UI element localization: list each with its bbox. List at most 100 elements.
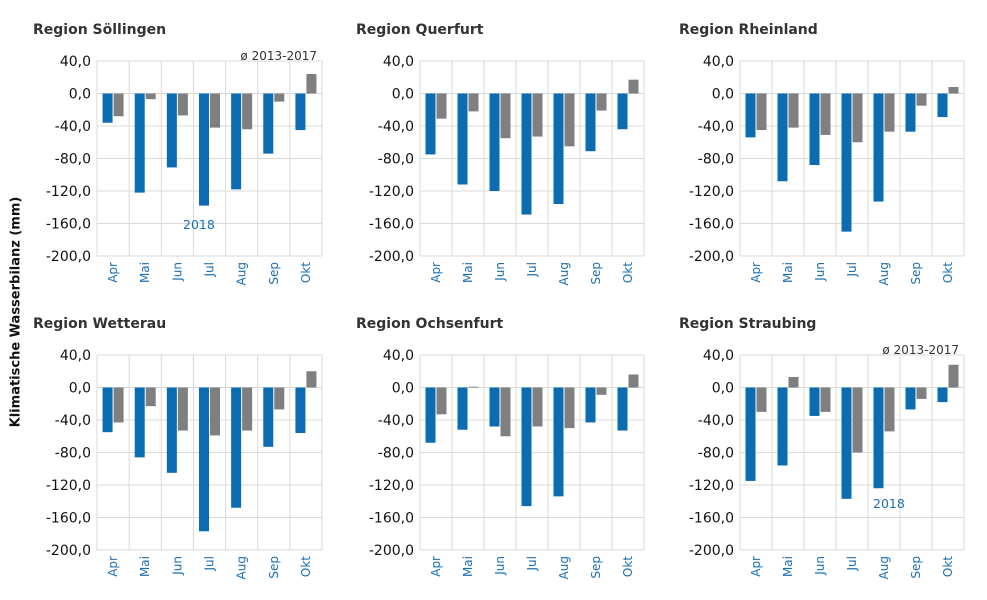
legend-note-2018: 2018 [183,217,215,232]
bar-avg-jul [532,387,543,427]
x-tick-label: Jun [813,556,827,576]
y-tick-label: 0,0 [712,381,734,397]
y-tick-label: 40,0 [703,54,734,70]
bar-avg-mai [468,93,479,112]
bar-2018-jun [809,387,820,416]
x-tick-label: Aug [235,262,249,285]
bar-2018-jun [166,387,177,473]
bar-avg-mai [788,93,799,128]
y-tick-label: -160,0 [46,511,91,527]
bar-avg-aug [884,93,895,132]
x-tick-label: Jun [170,556,184,576]
x-tick-label: Mai [781,556,795,577]
bar-2018-apr [745,387,756,481]
bar-avg-aug [564,387,575,429]
x-tick-label: Sep [589,262,603,285]
bar-2018-mai [457,387,468,430]
x-tick-label: Apr [429,262,443,283]
x-tick-label: Okt [621,262,635,283]
x-tick-label: Sep [267,556,281,579]
chart-panel-4: Region Wetterau 40,0 0,0 -40,0 -80,0 -120,0 -1… [33,316,323,579]
bar-2018-okt [937,93,948,118]
chart-panel-5: Region Ochsenfurt 40,0 0,0 -40,0 -80,0 -120,0… [356,316,645,579]
chart-title: Region Straubing [679,316,816,332]
x-tick-label: Apr [429,556,443,577]
y-tick-label: -40,0 [55,413,91,429]
y-tick-label: 0,0 [392,381,414,397]
bar-avg-jul [532,93,543,137]
bar-2018-aug [873,387,884,489]
bar-2018-aug [231,387,242,508]
legend-note-average: ø 2013-2017 [882,343,959,357]
bar-2018-jun [809,93,820,165]
bar-2018-jul [521,387,532,507]
bar-avg-jun [820,387,831,412]
y-tick-label: -40,0 [378,413,414,429]
x-tick-label: Jul [203,556,217,571]
y-tick-label: -80,0 [698,446,734,462]
x-tick-label: Jul [203,262,217,277]
bar-2018-okt [937,387,948,403]
bar-avg-jun [500,93,511,139]
x-tick-label: Apr [749,262,763,283]
y-tick-label: -160,0 [369,511,414,527]
bar-2018-mai [134,93,145,193]
y-tick-label: -200,0 [46,543,91,559]
x-tick-label: Jun [493,556,507,576]
bar-avg-aug [242,93,253,130]
y-tick-label: 0,0 [712,87,734,103]
x-tick-label: Okt [941,556,955,577]
chart-title: Region Rheinland [679,22,818,38]
x-tick-label: Jul [845,262,859,277]
x-tick-label: Aug [557,556,571,579]
bar-avg-jul [852,387,863,453]
y-tick-label: 40,0 [383,348,414,364]
y-tick-label: -200,0 [369,543,414,559]
x-tick-label: Sep [267,262,281,285]
y-tick-label: -160,0 [689,217,734,233]
x-tick-label: Okt [299,262,313,283]
bar-2018-apr [425,387,436,443]
bar-avg-jun [177,93,188,116]
bar-2018-sep [905,93,916,132]
bar-avg-apr [113,93,124,117]
bar-2018-jul [199,387,209,532]
x-tick-label: Mai [138,556,152,577]
x-tick-label: Sep [909,262,923,285]
x-tick-label: Mai [461,262,475,283]
chart-panel-3: Region Rheinland 40,0 0,0 -40,0 -80,0 -120,0 -… [679,22,965,285]
y-tick-label: -80,0 [55,152,91,168]
x-tick-label: Apr [106,262,120,283]
bar-avg-apr [436,93,447,119]
bar-2018-apr [745,93,756,138]
bar-2018-mai [777,93,788,182]
bar-2018-apr [102,93,113,123]
bar-2018-sep [263,93,274,154]
bar-2018-jun [489,387,500,427]
y-tick-label: 40,0 [60,54,91,70]
bar-2018-sep [585,387,596,423]
x-tick-label: Jul [845,556,859,571]
y-tick-label: -160,0 [689,511,734,527]
bar-avg-mai [788,376,799,388]
y-tick-label: -120,0 [689,478,734,494]
bar-2018-mai [134,387,145,458]
legend-note-average: ø 2013-2017 [240,49,317,63]
x-tick-label: Apr [106,556,120,577]
x-tick-label: Jul [525,262,539,277]
bar-avg-sep [274,93,285,102]
x-tick-label: Jul [525,556,539,571]
y-tick-label: -40,0 [55,119,91,135]
bar-2018-sep [905,387,916,410]
x-tick-label: Aug [877,556,891,579]
bar-2018-okt [295,387,306,433]
y-tick-label: -40,0 [698,119,734,135]
bar-avg-okt [306,371,317,388]
bar-avg-aug [884,387,895,432]
bar-avg-sep [274,387,285,410]
y-tick-label: -200,0 [689,543,734,559]
bar-2018-jun [489,93,500,191]
bar-avg-okt [628,374,639,388]
y-tick-label: -160,0 [46,217,91,233]
